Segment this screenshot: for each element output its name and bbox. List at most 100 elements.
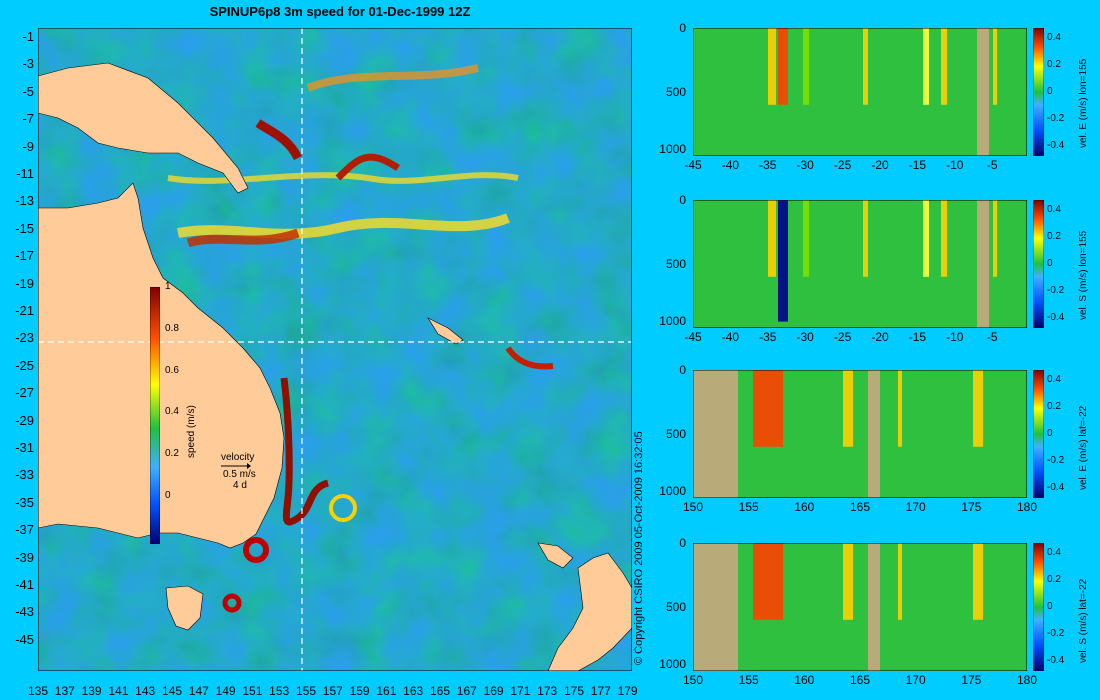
colorbar-tick-label: 0.2 bbox=[165, 448, 179, 460]
lon-tick-label: 165 bbox=[429, 684, 451, 698]
velocity-key: velocity 0.5 m/s 4 d bbox=[221, 452, 256, 491]
section-colorbar-tick: -0.2 bbox=[1047, 628, 1065, 639]
lon-tick-label: 151 bbox=[242, 684, 263, 698]
section-x-tick-label: -10 bbox=[946, 330, 964, 344]
section-x-tick-label: -30 bbox=[796, 330, 814, 344]
section-band bbox=[768, 200, 776, 277]
lon-tick-label: 135 bbox=[27, 684, 49, 698]
depth-tick-label: 0 bbox=[679, 193, 686, 207]
section-colorbar-tick: 0.4 bbox=[1047, 32, 1061, 43]
section-x-tick-label: -35 bbox=[759, 158, 777, 172]
section-colorbar-tick: 0.4 bbox=[1047, 204, 1061, 215]
depth-tick-label: 500 bbox=[665, 85, 686, 99]
section-band bbox=[768, 28, 776, 105]
lat-tick-label: -19 bbox=[15, 275, 34, 291]
lon-tick-label: 171 bbox=[510, 684, 531, 698]
lat-tick-label: -37 bbox=[15, 522, 34, 538]
section-band bbox=[941, 28, 947, 105]
section-x-tick-label: 150 bbox=[682, 500, 704, 514]
section-band bbox=[973, 543, 983, 620]
section-band bbox=[778, 28, 788, 105]
section-x-tick-label: 170 bbox=[905, 673, 926, 687]
colorbar-label: speed (m/s) bbox=[186, 405, 197, 458]
depth-tick-label: 1000 bbox=[659, 314, 686, 328]
section-x-tick-label: -40 bbox=[721, 330, 740, 344]
lon-tick-label: 149 bbox=[215, 684, 236, 698]
section-band bbox=[898, 370, 902, 447]
lon-tick-label: 137 bbox=[54, 684, 75, 698]
lat-tick-label: -3 bbox=[22, 56, 34, 72]
velocity-arrow-icon bbox=[221, 463, 251, 469]
section-plot bbox=[693, 543, 1027, 671]
lon-tick-label: 177 bbox=[590, 684, 611, 698]
section-x-tick-label: 170 bbox=[905, 500, 926, 514]
lat-tick-label: -7 bbox=[22, 111, 34, 127]
lon-tick-label: 153 bbox=[269, 684, 290, 698]
section-colorbar-tick: -0.2 bbox=[1047, 113, 1065, 124]
lon-tick-label: 155 bbox=[295, 684, 317, 698]
section-x-tick-label: 160 bbox=[794, 500, 815, 514]
section-colorbar bbox=[1033, 200, 1044, 328]
depth-tick-label: 0 bbox=[679, 21, 686, 35]
section-label: vel. S (m/s) lat=-22 bbox=[1078, 578, 1089, 663]
lat-tick-label: -41 bbox=[15, 577, 34, 592]
lat-tick-label: -25 bbox=[15, 357, 34, 373]
section-x-tick-label: -45 bbox=[684, 330, 702, 344]
section-x-tick-label: -40 bbox=[721, 158, 740, 172]
lon-tick-label: 145 bbox=[161, 684, 183, 698]
section-band bbox=[843, 370, 853, 447]
section-colorbar-tick: 0.2 bbox=[1047, 231, 1061, 242]
lat-tick-label: -21 bbox=[15, 303, 34, 318]
section-colorbar bbox=[1033, 370, 1044, 498]
section-colorbar-tick: -0.4 bbox=[1047, 482, 1065, 493]
depth-tick-label: 500 bbox=[665, 427, 686, 441]
section-band bbox=[803, 200, 809, 277]
section-background bbox=[693, 543, 1027, 671]
lon-tick-label: 167 bbox=[456, 684, 477, 698]
lon-tick-label: 159 bbox=[349, 684, 370, 698]
section-colorbar-tick: 0 bbox=[1047, 86, 1053, 97]
lat-tick-label: -13 bbox=[15, 193, 34, 209]
section-colorbar-tick: 0.2 bbox=[1047, 574, 1061, 585]
section-colorbar-tick: 0 bbox=[1047, 601, 1053, 612]
section-colorbar-tick: -0.4 bbox=[1047, 312, 1065, 323]
section-colorbar-tick: -0.4 bbox=[1047, 140, 1065, 151]
depth-tick-label: 0 bbox=[679, 363, 686, 377]
section-x-tick-label: 150 bbox=[682, 673, 704, 687]
section-x-tick-label: -5 bbox=[986, 158, 998, 172]
section-x-tick-label: -15 bbox=[908, 158, 927, 172]
section-colorbar-tick: 0.2 bbox=[1047, 59, 1061, 70]
section-background bbox=[693, 28, 1027, 156]
lat-tick-label: -43 bbox=[15, 604, 34, 620]
lat-tick-label: -35 bbox=[15, 494, 34, 510]
section-band bbox=[898, 543, 902, 620]
section-x-tick-label: 175 bbox=[961, 673, 982, 687]
colorbar-tick-label: 0.8 bbox=[165, 322, 179, 334]
section-band bbox=[863, 28, 868, 105]
section-x-tick-label: -20 bbox=[871, 330, 889, 344]
section-band bbox=[753, 370, 783, 447]
speed-colorbar bbox=[150, 287, 160, 544]
section-colorbar-tick: -0.2 bbox=[1047, 285, 1065, 296]
depth-tick-label: 500 bbox=[665, 600, 686, 614]
lat-tick-label: -33 bbox=[15, 467, 34, 483]
section-x-tick-label: 180 bbox=[1016, 500, 1038, 514]
section-x-tick-label: -30 bbox=[796, 158, 814, 172]
lon-tick-label: 157 bbox=[322, 684, 343, 698]
section-x-tick-label: -10 bbox=[946, 158, 964, 172]
section-colorbar bbox=[1033, 28, 1044, 156]
section-band bbox=[993, 200, 997, 277]
section-colorbar-tick: 0 bbox=[1047, 428, 1053, 439]
depth-tick-label: 500 bbox=[665, 257, 686, 271]
section-band bbox=[973, 370, 983, 447]
section-colorbar-tick: 0.2 bbox=[1047, 401, 1061, 412]
section-plot bbox=[693, 28, 1027, 156]
section-colorbar-tick: -0.2 bbox=[1047, 455, 1065, 466]
lon-tick-label: 169 bbox=[483, 684, 504, 698]
section-colorbar-tick: -0.4 bbox=[1047, 655, 1065, 666]
lon-tick-label: 141 bbox=[108, 684, 129, 698]
section-band bbox=[778, 200, 788, 322]
section-band bbox=[693, 370, 738, 498]
section-background bbox=[693, 200, 1027, 328]
depth-tick-label: 1000 bbox=[659, 484, 686, 498]
